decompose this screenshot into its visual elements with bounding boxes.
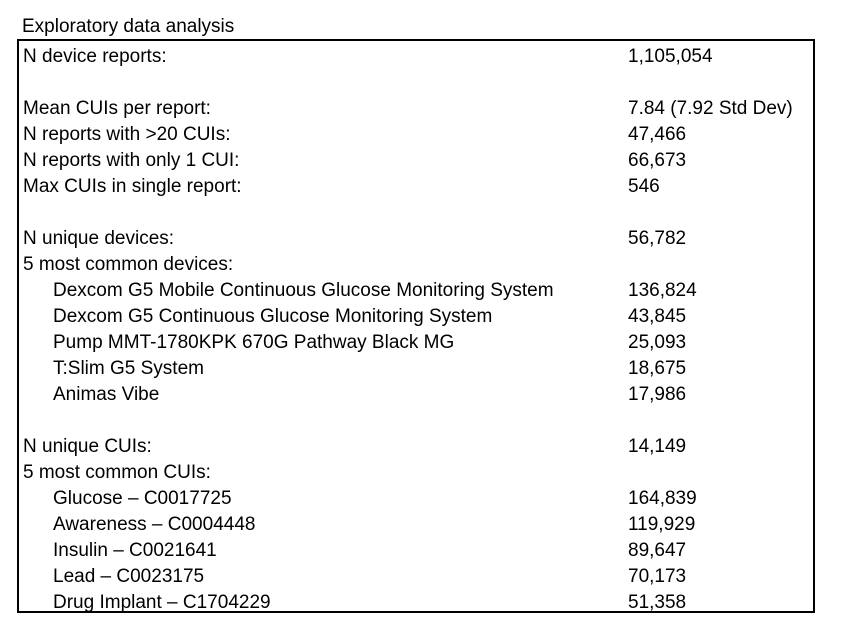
row-cui-item: Glucose – C0017725 164,839	[19, 486, 813, 512]
row-label: Mean CUIs per report:	[23, 98, 211, 119]
row-value: 25,093	[628, 332, 687, 353]
row-common-devices-header: 5 most common devices:	[19, 252, 813, 278]
row-unique-cuis: N unique CUIs: 14,149	[19, 434, 813, 460]
row-label: Max CUIs in single report:	[23, 176, 242, 197]
row-value: 164,839	[628, 488, 697, 509]
row-label: Drug Implant – C1704229	[53, 592, 271, 613]
row-label: Glucose – C0017725	[53, 488, 232, 509]
row-device-reports: N device reports: 1,105,054	[19, 44, 813, 70]
row-cui-item: Lead – C0023175 70,173	[19, 564, 813, 590]
row-label: Dexcom G5 Continuous Glucose Monitoring …	[53, 306, 493, 327]
row-device-item: Dexcom G5 Mobile Continuous Glucose Moni…	[19, 278, 813, 304]
row-label: Awareness – C0004448	[53, 514, 256, 535]
row-label: N unique CUIs:	[23, 436, 152, 457]
row-label: 5 most common devices:	[23, 254, 234, 275]
row-label: T:Slim G5 System	[53, 358, 204, 379]
row-value: 56,782	[628, 228, 687, 249]
row-label: Pump MMT-1780KPK 670G Pathway Black MG	[53, 332, 455, 353]
row-device-item: Animas Vibe 17,986	[19, 382, 813, 408]
row-label: 5 most common CUIs:	[23, 462, 211, 483]
row-mean-cuis: Mean CUIs per report: 7.84 (7.92 Std Dev…	[19, 96, 813, 122]
row-value: 7.84 (7.92 Std Dev)	[628, 98, 793, 119]
row-value: 47,466	[628, 124, 687, 145]
row-cui-item: Awareness – C0004448 119,929	[19, 512, 813, 538]
row-value: 43,845	[628, 306, 687, 327]
table-title: Exploratory data analysis	[22, 16, 235, 37]
row-value: 546	[628, 176, 660, 197]
row-device-item: Dexcom G5 Continuous Glucose Monitoring …	[19, 304, 813, 330]
row-value: 1,105,054	[628, 46, 713, 67]
row-value: 136,824	[628, 280, 697, 301]
row-value: 89,647	[628, 540, 687, 561]
row-value: 17,986	[628, 384, 687, 405]
row-label: Dexcom G5 Mobile Continuous Glucose Moni…	[53, 280, 554, 301]
row-label: N device reports:	[23, 46, 167, 67]
eda-table: N device reports: 1,105,054 Mean CUIs pe…	[17, 39, 815, 613]
row-cui-item: Insulin – C0021641 89,647	[19, 538, 813, 564]
row-device-item: T:Slim G5 System 18,675	[19, 356, 813, 382]
row-common-cuis-header: 5 most common CUIs:	[19, 460, 813, 486]
row-value: 70,173	[628, 566, 687, 587]
row-value: 119,929	[628, 514, 696, 535]
row-value: 66,673	[628, 150, 687, 171]
row-value: 14,149	[628, 436, 687, 457]
row-device-item: Pump MMT-1780KPK 670G Pathway Black MG 2…	[19, 330, 813, 356]
row-reports-one-cui: N reports with only 1 CUI: 66,673	[19, 148, 813, 174]
row-value: 18,675	[628, 358, 687, 379]
row-label: N unique devices:	[23, 228, 175, 249]
row-unique-devices: N unique devices: 56,782	[19, 226, 813, 252]
row-label: Insulin – C0021641	[53, 540, 217, 561]
row-value: 51,358	[628, 592, 687, 613]
row-max-cuis: Max CUIs in single report: 546	[19, 174, 813, 200]
row-label: Animas Vibe	[53, 384, 160, 405]
row-reports-gt20: N reports with >20 CUIs: 47,466	[19, 122, 813, 148]
row-label: N reports with >20 CUIs:	[23, 124, 231, 145]
row-label: N reports with only 1 CUI:	[23, 150, 240, 171]
row-label: Lead – C0023175	[53, 566, 205, 587]
row-cui-item: Drug Implant – C1704229 51,358	[19, 590, 813, 616]
